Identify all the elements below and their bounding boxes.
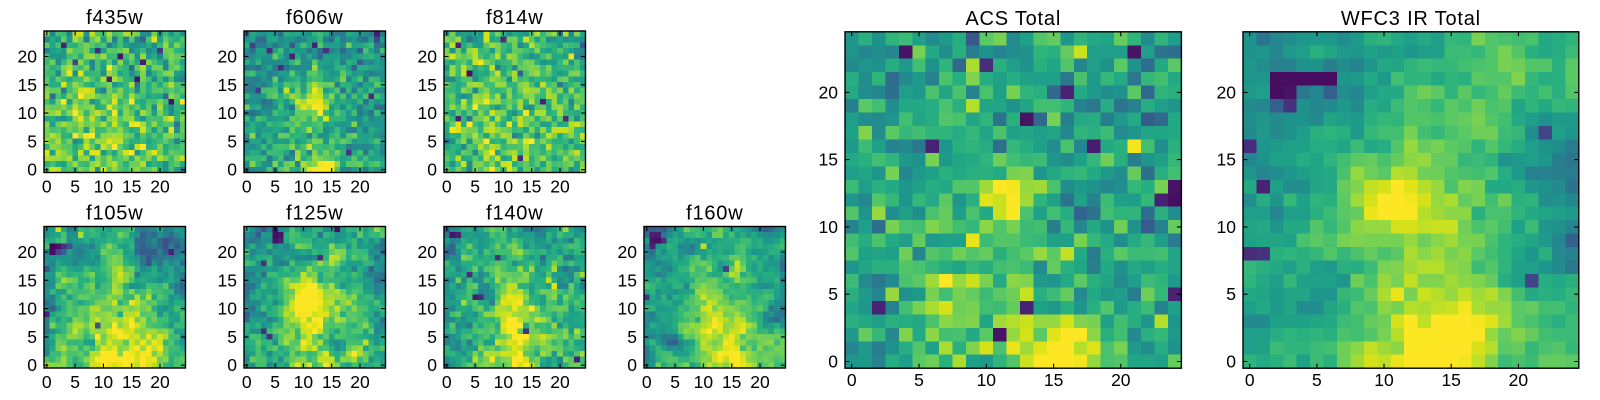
svg-text:f606w: f606w	[286, 7, 343, 29]
svg-text:15: 15	[18, 270, 37, 290]
svg-text:20: 20	[150, 372, 170, 392]
svg-text:15: 15	[18, 75, 37, 95]
svg-text:5: 5	[470, 372, 480, 392]
svg-text:20: 20	[18, 47, 38, 67]
svg-text:20: 20	[350, 177, 370, 197]
svg-text:0: 0	[242, 177, 252, 197]
svg-text:0: 0	[42, 177, 52, 197]
svg-text:20: 20	[218, 47, 238, 67]
svg-text:15: 15	[1441, 370, 1460, 390]
svg-text:5: 5	[70, 177, 80, 197]
svg-text:5: 5	[270, 177, 280, 197]
svg-text:5: 5	[828, 284, 838, 304]
svg-text:10: 10	[18, 299, 38, 319]
svg-text:20: 20	[618, 242, 638, 262]
svg-text:0: 0	[442, 372, 452, 392]
svg-text:f125w: f125w	[286, 203, 343, 225]
svg-text:5: 5	[1226, 284, 1236, 304]
svg-text:15: 15	[322, 372, 341, 392]
svg-text:5: 5	[914, 370, 924, 390]
svg-text:20: 20	[150, 177, 170, 197]
svg-text:15: 15	[122, 372, 141, 392]
svg-text:0: 0	[847, 370, 857, 390]
svg-text:0: 0	[227, 355, 237, 375]
svg-text:f814w: f814w	[486, 7, 543, 29]
svg-text:5: 5	[227, 327, 237, 347]
svg-text:20: 20	[1111, 370, 1131, 390]
svg-text:0: 0	[42, 372, 52, 392]
svg-text:20: 20	[550, 372, 570, 392]
svg-text:5: 5	[470, 177, 480, 197]
svg-text:10: 10	[18, 103, 38, 123]
svg-text:10: 10	[94, 372, 114, 392]
svg-text:0: 0	[828, 352, 838, 372]
svg-text:15: 15	[618, 270, 637, 290]
svg-text:f105w: f105w	[86, 203, 143, 225]
svg-text:10: 10	[618, 299, 638, 319]
svg-text:20: 20	[418, 242, 438, 262]
svg-text:10: 10	[94, 177, 114, 197]
svg-text:0: 0	[27, 355, 37, 375]
svg-text:0: 0	[242, 372, 252, 392]
svg-text:5: 5	[227, 131, 237, 151]
svg-text:15: 15	[522, 372, 541, 392]
svg-text:f140w: f140w	[486, 203, 543, 225]
svg-text:15: 15	[418, 270, 437, 290]
svg-text:0: 0	[1245, 370, 1255, 390]
svg-text:20: 20	[218, 242, 238, 262]
svg-text:15: 15	[722, 372, 741, 392]
svg-text:10: 10	[977, 370, 997, 390]
svg-text:10: 10	[819, 217, 839, 237]
svg-text:10: 10	[494, 372, 514, 392]
svg-text:15: 15	[1217, 150, 1236, 170]
svg-text:20: 20	[1217, 82, 1237, 102]
svg-text:5: 5	[427, 131, 437, 151]
svg-text:20: 20	[750, 372, 770, 392]
svg-text:15: 15	[418, 75, 437, 95]
svg-text:0: 0	[642, 372, 652, 392]
svg-text:0: 0	[1226, 352, 1236, 372]
svg-text:5: 5	[1312, 370, 1322, 390]
svg-text:f160w: f160w	[686, 203, 743, 225]
svg-text:10: 10	[418, 299, 438, 319]
svg-text:0: 0	[427, 355, 437, 375]
svg-text:5: 5	[670, 372, 680, 392]
svg-text:15: 15	[322, 177, 341, 197]
svg-text:15: 15	[218, 270, 237, 290]
svg-text:5: 5	[27, 327, 37, 347]
svg-text:10: 10	[1374, 370, 1394, 390]
svg-text:15: 15	[1044, 370, 1063, 390]
svg-text:5: 5	[27, 131, 37, 151]
svg-text:20: 20	[350, 372, 370, 392]
svg-text:15: 15	[819, 150, 838, 170]
svg-text:20: 20	[18, 242, 38, 262]
svg-text:15: 15	[122, 177, 141, 197]
svg-text:5: 5	[270, 372, 280, 392]
svg-text:10: 10	[694, 372, 714, 392]
svg-text:0: 0	[627, 355, 637, 375]
svg-text:0: 0	[227, 160, 237, 180]
svg-text:0: 0	[427, 160, 437, 180]
svg-text:10: 10	[494, 177, 514, 197]
svg-text:5: 5	[427, 327, 437, 347]
svg-text:0: 0	[442, 177, 452, 197]
svg-text:10: 10	[294, 372, 314, 392]
svg-text:10: 10	[218, 299, 238, 319]
svg-text:0: 0	[27, 160, 37, 180]
svg-text:WFC3 IR Total: WFC3 IR Total	[1341, 8, 1481, 30]
svg-text:ACS Total: ACS Total	[965, 8, 1061, 30]
svg-text:10: 10	[218, 103, 238, 123]
svg-text:20: 20	[819, 82, 839, 102]
svg-text:20: 20	[418, 47, 438, 67]
svg-text:10: 10	[418, 103, 438, 123]
svg-text:15: 15	[218, 75, 237, 95]
svg-text:f435w: f435w	[86, 7, 143, 29]
svg-text:5: 5	[70, 372, 80, 392]
svg-text:15: 15	[522, 177, 541, 197]
svg-text:20: 20	[1509, 370, 1529, 390]
svg-text:10: 10	[294, 177, 314, 197]
svg-text:5: 5	[627, 327, 637, 347]
svg-text:10: 10	[1217, 217, 1237, 237]
svg-text:20: 20	[550, 177, 570, 197]
